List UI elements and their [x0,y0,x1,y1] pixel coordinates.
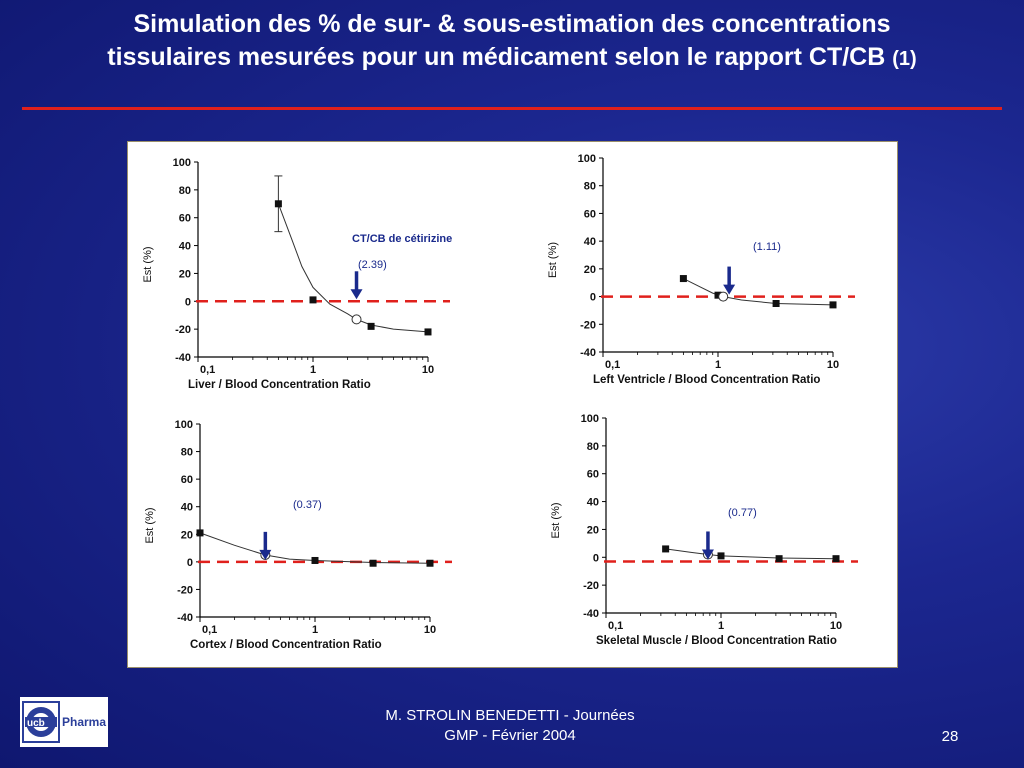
chart-liver-x-tick-label: 0,1 [200,364,215,376]
slide-title: Simulation des % de sur- & sous-estimati… [10,8,1014,76]
chart-muscle-y-tick-label: 80 [587,441,599,453]
cetirizine-label: CT/CB de cétirizine [352,233,452,245]
chart-muscle-data-point [717,552,725,560]
chart-muscle-y-tick-label: 100 [581,413,599,425]
chart-muscle-y-tick-label: 60 [587,469,599,481]
title-reference: (1) [892,48,917,70]
chart-lv-x-tick-label: 1 [715,359,721,371]
chart-liver-y-tick-label: 60 [179,213,191,225]
chart-lv-data-point [679,275,687,283]
footer: M. STROLIN BENEDETTI - Journées GMP - Fé… [330,706,690,746]
chart-lv-data-point [772,300,780,307]
chart-cortex-y-tick-label: -40 [177,612,193,624]
figure-panel: 100 80 60 40 20 0 -20 -40 0,1 1 10 Liver / Blood Co… [127,141,898,668]
chart-liver-y-axis-label: Est (%) [142,246,154,282]
chart-cortex-x-tick-label: 10 [424,624,436,636]
chart-liver-ratio-marker [351,314,362,325]
chart-lv-data-point [714,291,722,299]
chart-liver-y-tick-label: -40 [175,352,191,364]
chart-lv-x-axis-label: Left Ventricle / Blood Concentration Rat… [593,374,820,386]
chart-cortex-y-tick-label: -20 [177,584,193,596]
chart-cortex-y-tick-label: 100 [175,419,193,431]
chart-muscle-arrow-head [701,549,714,560]
title-line-2-text: tissulaires mesurées pour un médicament … [107,43,886,71]
chart-muscle-x-axis-label: Skeletal Muscle / Blood Concentration Ra… [596,635,837,647]
chart-liver-y-tick-label: 80 [179,185,191,197]
chart-liver-x-tick-label: 10 [422,364,434,376]
chart-lv-y-tick-label: -20 [580,319,596,331]
chart-cortex-data-point [426,559,434,567]
chart-lv-x-tick-label: 0,1 [605,359,620,371]
chart-lv-y-tick-label: 60 [584,208,596,220]
chart-muscle-y-tick-label: 20 [587,524,599,536]
chart-liver-data-point [274,200,282,208]
chart-muscle-y-axis-label: Est (%) [550,502,562,538]
page-number: 28 [941,728,959,745]
chart-muscle-x-tick-label: 0,1 [608,620,623,632]
chart-lv-y-axis-label: Est (%) [547,242,559,278]
chart-muscle-data-point [662,545,670,553]
chart-liver-y-tick-label: 40 [179,241,191,253]
chart-muscle-x-tick-label: 1 [718,620,724,632]
chart-liver-data-point [424,328,432,336]
chart-cortex-y-tick-label: 40 [181,502,193,514]
chart-liver-fit-curve [277,203,429,333]
chart-muscle-y-tick-label: 0 [593,552,599,564]
chart-cortex-y-tick-label: 20 [181,529,193,541]
title-rule [22,107,1002,110]
chart-lv-y-tick-label: 80 [584,181,596,193]
chart-liver-arrow-head [350,289,363,300]
chart-muscle-data-point [832,555,840,563]
chart-cortex-data-point [369,559,377,567]
chart-cortex-arrow-head [259,549,272,560]
chart-liver-x-tick-label: 1 [310,364,316,376]
chart-lv-y-tick-label: -40 [580,347,596,359]
chart-cortex-y-tick-label: 80 [181,447,193,459]
chart-lv-y-tick-label: 20 [584,264,596,276]
chart-cortex-data-point [196,529,204,537]
chart-liver-ratio-annotation: (2.39) [358,259,387,271]
chart-lv-x-tick-label: 10 [827,359,839,371]
chart-liver-x-axis-label: Liver / Blood Concentration Ratio [188,379,371,391]
logo-svg: ucb Pharma [22,701,106,743]
chart-liver-data-point [309,296,317,304]
title-line-1: Simulation des % de sur- & sous-estimati… [133,10,891,38]
chart-cortex-ratio-annotation: (0.37) [293,499,322,511]
chart-lv-fit-curve [683,278,834,306]
chart-muscle-x-tick-label: 10 [830,620,842,632]
chart-lv-y-tick-label: 40 [584,236,596,248]
chart-lv-data-point [829,301,837,309]
chart-lv-y-tick-label: 0 [590,292,596,304]
chart-muscle-ratio-annotation: (0.77) [728,507,757,519]
title-line-2: tissulaires mesurées pour un médicament … [10,41,1014,76]
chart-cortex-x-axis-label: Cortex / Blood Concentration Ratio [190,639,382,651]
chart-cortex-y-tick-label: 60 [181,474,193,486]
chart-cortex-y-axis-label: Est (%) [144,507,156,543]
chart-muscle-data-point [775,555,783,563]
chart-muscle-y-tick-label: 40 [587,497,599,509]
chart-cortex-y-tick-label: 0 [187,557,193,569]
chart-liver-y-tick-label: 0 [185,296,191,308]
footer-line-2: GMP - Février 2004 [444,727,576,744]
chart-muscle-fit-curve [665,548,837,560]
logo-pharma-text: Pharma [62,715,106,729]
footer-line-1: M. STROLIN BENEDETTI - Journées [385,707,635,724]
chart-liver-y-tick-label: 20 [179,268,191,280]
logo-ucb-text: ucb [27,718,45,729]
chart-liver-y-tick-label: -20 [175,324,191,336]
chart-cortex-x-tick-label: 1 [312,624,318,636]
ucb-pharma-logo: ucb Pharma [20,697,108,747]
chart-muscle-y-tick-label: -40 [583,608,599,620]
chart-lv-y-tick-label: 100 [578,153,596,165]
chart-liver-y-tick-label: 100 [173,157,191,169]
chart-muscle-y-tick-label: -20 [583,580,599,592]
chart-lv-arrow-head [723,284,736,295]
chart-cortex-x-tick-label: 0,1 [202,624,217,636]
chart-cortex-data-point [311,556,319,564]
chart-lv-ratio-annotation: (1.11) [753,241,781,253]
chart-lv-ratio-marker [718,291,729,302]
chart-liver-data-point [367,322,375,330]
